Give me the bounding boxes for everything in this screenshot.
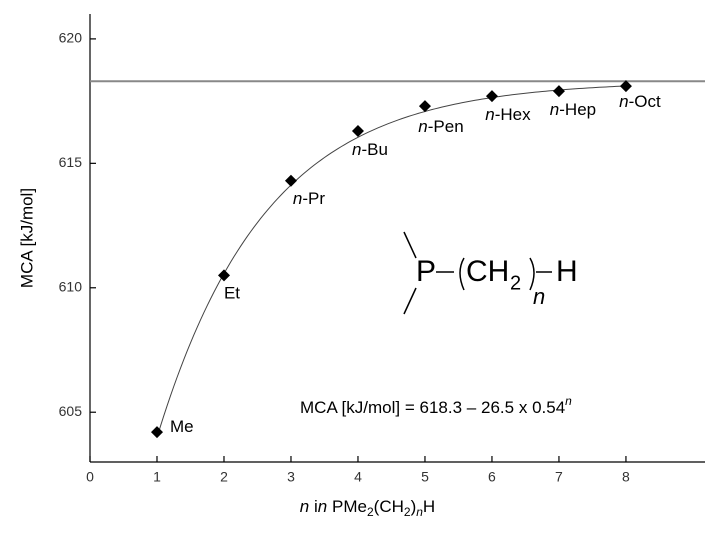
bond [403, 287, 417, 315]
data-point [217, 269, 230, 282]
x-tick-label: 6 [488, 469, 496, 485]
x-tick-label: 1 [153, 469, 161, 485]
x-tick-label: 2 [220, 469, 228, 485]
x-tick-label: 3 [287, 469, 295, 485]
equation-a: 618.3 [420, 398, 463, 417]
structure-drawing [403, 231, 552, 315]
structure-end: H [556, 255, 578, 288]
bracket [529, 257, 535, 291]
x-tick-label: 4 [354, 469, 362, 485]
data-point [552, 85, 565, 98]
point-label: n-Bu [352, 140, 388, 159]
structure-repeat: n [533, 284, 545, 309]
structure-atom: P [416, 255, 436, 288]
point-label: n-Pen [418, 118, 463, 137]
equation-c: 0.54 [532, 398, 565, 417]
point-label: n-Hex [485, 106, 531, 125]
point-label: n-Hep [550, 101, 596, 120]
bracket [459, 257, 465, 291]
x-tick-label: 0 [86, 469, 94, 485]
y-tick-label: 620 [59, 30, 83, 46]
x-tick-label: 8 [622, 469, 630, 485]
structure-group: CH [466, 255, 509, 288]
point-label: n-Pr [293, 189, 325, 208]
equation-lhs: MCA [kJ/mol] = [300, 398, 415, 417]
fit-curve [156, 85, 626, 438]
x-tick-label: 7 [555, 469, 563, 485]
bond [403, 231, 417, 259]
y-axis-label: MCA [kJ/mol] [17, 188, 36, 288]
point-label: n-Oct [619, 93, 661, 112]
y-tick-label: 615 [59, 154, 83, 170]
data-point [150, 426, 163, 439]
point-label: Me [170, 418, 194, 437]
x-tick-label: 5 [421, 469, 429, 485]
y-tick-label: 605 [59, 403, 83, 419]
equation-times: x [519, 398, 528, 417]
structure-subscript: 2 [510, 272, 521, 294]
x-axis-label: n in PMe2(CH2)nH [300, 497, 435, 519]
data-point [351, 124, 364, 137]
data-point [418, 100, 431, 113]
point-label: Et [224, 284, 240, 303]
data-point [485, 90, 498, 103]
data-point [619, 80, 632, 93]
equation-minus: – [467, 398, 477, 417]
y-tick-label: 610 [59, 278, 83, 294]
equation: MCA [kJ/mol] = 618.3 – 26.5 x 0.54n [300, 394, 572, 417]
equation-exponent: n [565, 394, 572, 408]
data-point [284, 174, 297, 187]
equation-b: 26.5 [481, 398, 514, 417]
